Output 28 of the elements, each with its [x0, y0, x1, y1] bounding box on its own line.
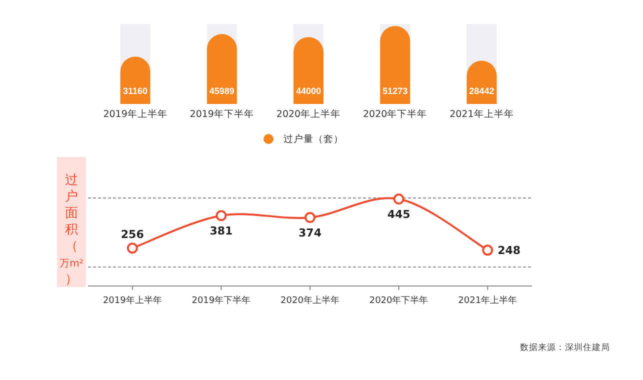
data-label: 44000: [296, 86, 322, 96]
point: [393, 194, 404, 205]
y-axis-title: 过户面积（万m²）: [60, 173, 84, 287]
point: [482, 244, 494, 256]
x-tick-label: 2021年上半年: [458, 295, 518, 306]
source-note: 数据来源：深圳住建局: [520, 342, 610, 353]
x-tick-label: 2019年下半年: [192, 295, 251, 306]
point: [126, 242, 138, 254]
x-tick-label: 2020年下半年: [369, 295, 428, 306]
legend-label: 过户量（套）: [284, 133, 344, 145]
data-label: 248: [498, 244, 521, 258]
x-tick-label: 2019年上半年: [102, 295, 162, 306]
x-tick-label: 2019年下半年: [190, 108, 254, 120]
x-tick-label: 2019年上半年: [103, 108, 168, 120]
data-label: 381: [210, 224, 233, 238]
data-label: 28442: [469, 86, 494, 96]
x-tick-label: 2020年下半年: [363, 108, 428, 120]
x-tick-label: 2021年上半年: [450, 108, 514, 120]
x-tick-label: 2020年上半年: [280, 295, 340, 306]
data-label: 445: [387, 208, 410, 222]
point: [304, 212, 316, 223]
data-label: 374: [298, 226, 322, 240]
data-label: 256: [120, 228, 144, 242]
x-tick-label: 2020年上半年: [276, 108, 341, 120]
data-label: 51273: [382, 86, 408, 96]
data-label: 31160: [123, 86, 148, 96]
data-label: 45989: [209, 86, 234, 96]
point: [216, 210, 227, 222]
